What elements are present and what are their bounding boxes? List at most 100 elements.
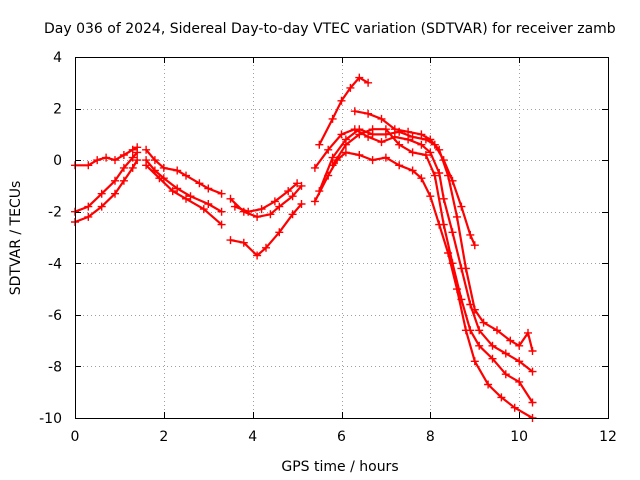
data-point: [475, 326, 484, 335]
data-point: [515, 341, 524, 350]
data-point: [133, 148, 142, 157]
data-point: [328, 114, 337, 123]
data-point: [111, 156, 119, 165]
data-point: [173, 166, 182, 175]
data-point: [439, 194, 448, 203]
data-point: [253, 212, 262, 221]
data-point: [457, 202, 466, 211]
data-point: [497, 393, 506, 402]
data-point: [408, 166, 417, 175]
series-track-3: [71, 148, 537, 422]
data-point: [195, 179, 204, 188]
data-point: [262, 243, 270, 252]
data-point: [328, 161, 337, 170]
data-point: [381, 125, 390, 134]
data-point: [470, 305, 479, 314]
data-point: [395, 161, 404, 170]
data-point: [355, 130, 364, 139]
data-point: [426, 192, 435, 201]
data-point: [377, 114, 386, 123]
data-point: [315, 187, 324, 196]
data-point: [315, 140, 324, 149]
data-point: [404, 135, 413, 144]
x-axis-title: GPS time / hours: [281, 459, 398, 475]
data-point: [368, 125, 377, 134]
data-point: [466, 230, 475, 239]
tick-labels: 0 2 4 6 8 10 12 4 2 0 -2 -4 -6 -8 -10: [39, 50, 617, 445]
data-point: [226, 194, 235, 203]
data-point: [350, 107, 359, 116]
data-point: [364, 109, 373, 118]
data-point: [421, 151, 430, 159]
data-point: [448, 228, 457, 237]
y-tick-label: 2: [53, 102, 62, 118]
data-point: [528, 398, 537, 407]
data-point: [310, 197, 319, 206]
grid: [75, 57, 608, 418]
data-point: [515, 377, 524, 386]
data-point: [182, 194, 190, 203]
data-point: [111, 176, 119, 185]
data-point: [488, 354, 497, 363]
data-point: [435, 169, 444, 177]
data-point: [368, 156, 377, 165]
data-point: [417, 130, 426, 139]
data-point: [186, 192, 195, 201]
data-point: [142, 161, 151, 170]
series-line: [145, 148, 223, 195]
series-line: [233, 182, 299, 213]
data-point: [355, 151, 364, 159]
data-point: [155, 174, 164, 183]
data-point: [226, 236, 235, 245]
data-point: [328, 153, 337, 162]
data-point: [288, 192, 297, 201]
data-point: [355, 73, 364, 82]
data-point: [199, 205, 208, 214]
data-point: [239, 207, 248, 216]
data-point: [324, 145, 333, 154]
series-line: [73, 146, 139, 167]
data-point: [475, 341, 484, 350]
data-point: [204, 200, 213, 208]
series-line: [353, 110, 534, 353]
data-point: [119, 176, 128, 185]
data-point: [435, 145, 444, 154]
x-tick-label: 6: [337, 429, 346, 445]
data-point: [128, 153, 137, 162]
data-point: [150, 156, 159, 165]
data-point: [128, 163, 137, 172]
data-point: [93, 156, 102, 165]
data-point: [408, 132, 417, 141]
data-point: [404, 127, 413, 136]
x-tick-label: 10: [510, 429, 528, 445]
y-tick-label: -8: [48, 359, 62, 375]
data-point: [239, 238, 248, 247]
x-tick-label: 8: [426, 429, 435, 445]
data-point: [453, 212, 461, 221]
data-point: [310, 163, 319, 172]
data-point: [84, 161, 93, 170]
data-point: [381, 153, 390, 162]
series-layer: [71, 73, 537, 422]
data-point: [133, 156, 142, 165]
data-point: [182, 171, 190, 180]
data-point: [461, 264, 470, 273]
data-point: [217, 207, 226, 216]
chart-title: Day 036 of 2024, Sidereal Day-to-day VTE…: [44, 21, 616, 37]
data-point: [111, 189, 119, 198]
data-point: [408, 148, 417, 157]
data-point: [364, 132, 373, 141]
data-point: [270, 197, 279, 206]
data-point: [417, 140, 426, 149]
data-point: [102, 153, 111, 162]
data-point: [159, 163, 168, 172]
data-point: [479, 318, 488, 327]
data-point: [84, 212, 93, 221]
y-tick-label: -6: [48, 308, 62, 324]
data-point: [466, 326, 475, 335]
series-line: [331, 128, 534, 404]
x-tick-label: 12: [599, 429, 617, 445]
data-point: [257, 205, 266, 214]
